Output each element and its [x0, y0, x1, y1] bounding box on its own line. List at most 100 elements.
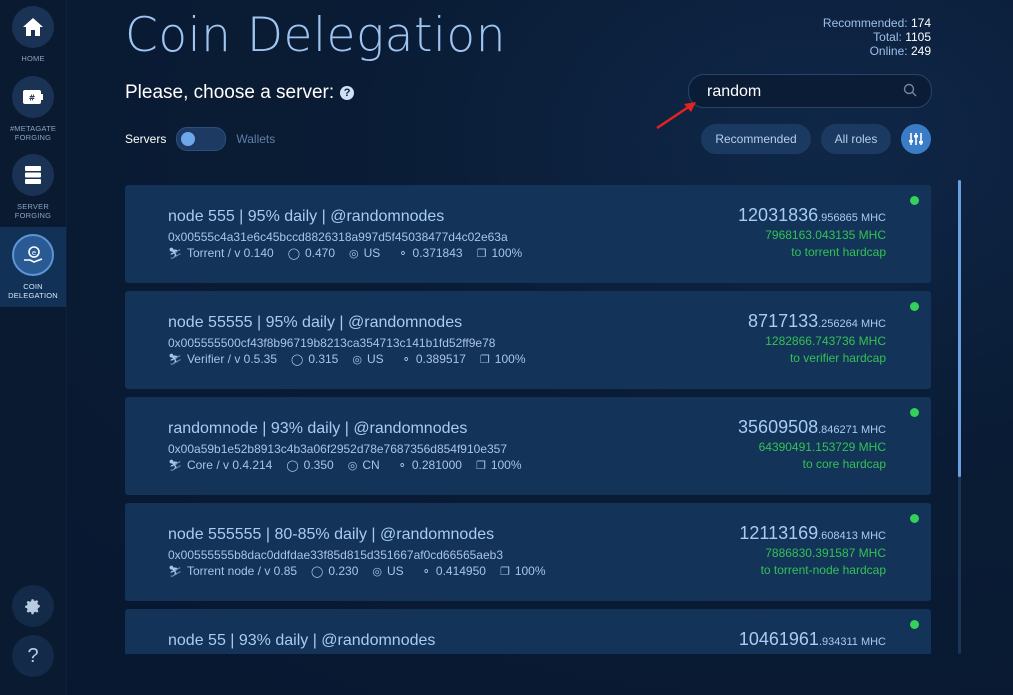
server-type: Torrent / v 0.140	[186, 246, 274, 260]
delegated-amount-int: 12113169	[739, 523, 819, 543]
server-uptime: 100%	[514, 564, 546, 578]
server-type: Torrent node / v 0.85	[186, 564, 298, 578]
uptime-icon: ❐	[475, 459, 486, 472]
server-name: node 55555 | 95% daily | @randomnodes	[168, 314, 463, 331]
svg-text:e: e	[32, 249, 36, 257]
globe-icon: ◎	[349, 247, 359, 260]
delegated-amount-frac: .956865 MHC	[818, 212, 886, 224]
server-card[interactable]: node 55 | 93% daily | @randomnodes 10461…	[125, 609, 931, 654]
server-ping: 0.371843	[412, 246, 463, 260]
uptime-icon: ❐	[499, 565, 510, 578]
list-scrollbar-thumb[interactable]	[958, 180, 961, 477]
search-icon[interactable]	[903, 83, 917, 97]
network-icon: ⛷	[168, 247, 182, 260]
server-country: US	[363, 246, 381, 260]
search-input[interactable]	[705, 81, 894, 103]
piggy-bank-icon: ⚬	[398, 247, 408, 260]
hardcap-amount: 1282866.743736 MHC	[765, 334, 886, 348]
network-icon: ⛷	[168, 353, 182, 366]
hardcap-label: to verifier hardcap	[789, 351, 886, 365]
shield-icon: ◯	[291, 353, 304, 366]
server-card[interactable]: node 55555 | 95% daily | @randomnodes 0x…	[125, 291, 931, 389]
settings-button[interactable]	[12, 585, 54, 627]
filter-settings-button[interactable]	[901, 124, 931, 154]
choose-server-heading: Please, choose a server:	[125, 82, 335, 103]
total-label: Total:	[873, 30, 902, 44]
online-label: Online:	[869, 44, 908, 58]
home-icon	[12, 6, 54, 48]
sidebar-item-label-2: FORGING	[14, 211, 52, 220]
server-address: 0x00555c4a31e6c45bccd8826318a997d5f45038…	[168, 230, 508, 244]
sidebar-item-label-2: FORGING	[14, 133, 52, 142]
servers-label[interactable]: Servers	[125, 132, 167, 146]
online-status-dot	[910, 620, 919, 629]
server-ping: 0.281000	[411, 458, 462, 472]
delegated-amount-frac: .608413 MHC	[818, 530, 886, 542]
online-count: 249	[910, 44, 931, 58]
sidebar-item-label: SERVER	[17, 202, 49, 211]
sidebar-item-label: HOME	[21, 54, 45, 63]
server-type: Verifier / v 0.5.35	[186, 352, 278, 366]
shield-icon: ◯	[311, 565, 324, 578]
uptime-icon: ❐	[476, 247, 487, 260]
coin-hand-icon: e	[12, 234, 54, 276]
globe-icon: ◎	[347, 459, 358, 472]
hardcap-amount: 64390491.153729 MHC	[758, 440, 886, 454]
server-card[interactable]: node 555 | 95% daily | @randomnodes 0x00…	[125, 185, 931, 283]
sidebar-item-coin-delegation[interactable]: e COIN DELEGATION	[0, 227, 66, 307]
sliders-icon	[909, 133, 923, 145]
server-name: node 555 | 95% daily | @randomnodes	[168, 208, 445, 225]
server-address: 0x005555500cf43f8b96719b8213ca354713c141…	[168, 336, 496, 350]
uptime-icon: ❐	[479, 353, 490, 366]
sidebar-item-server-forging[interactable]: SERVER FORGING	[0, 154, 66, 220]
help-button[interactable]: ?	[12, 635, 54, 677]
sidebar-item-metagate-forging[interactable]: # #METAGATE FORGING	[0, 76, 66, 142]
delegated-amount-int: 35609508	[738, 417, 819, 437]
server-uptime: 100%	[490, 458, 522, 472]
sidebar-item-label-2: DELEGATION	[8, 291, 58, 300]
shield-icon: ◯	[287, 247, 300, 260]
sidebar-item-label: #METAGATE	[9, 124, 57, 133]
recommended-label: Recommended:	[822, 16, 908, 30]
server-type: Core / v 0.4.214	[186, 458, 273, 472]
server-uptime: 100%	[494, 352, 526, 366]
all-roles-filter-button[interactable]: All roles	[821, 124, 891, 154]
question-icon[interactable]: ?	[340, 86, 355, 100]
svg-text:#: #	[29, 94, 36, 103]
sidebar-item-home[interactable]: HOME	[0, 6, 66, 63]
online-status-dot	[910, 408, 919, 417]
online-status-dot	[910, 302, 919, 311]
server-card[interactable]: node 555555 | 80-85% daily | @randomnode…	[125, 503, 931, 601]
server-name: node 55 | 93% daily | @randomnodes	[168, 632, 436, 649]
toggle-switch[interactable]	[176, 127, 227, 151]
server-country: CN	[362, 458, 380, 472]
toggle-knob	[181, 132, 196, 146]
server-card[interactable]: randomnode | 93% daily | @randomnodes 0x…	[125, 397, 931, 495]
piggy-bank-icon: ⚬	[421, 565, 431, 578]
server-address: 0x00a59b1e52b8913c4b3a06f2952d78e7687356…	[168, 442, 508, 456]
delegated-amount-frac: .934311 MHC	[818, 636, 886, 648]
globe-icon: ◎	[352, 353, 362, 366]
server-ping: 0.389517	[415, 352, 466, 366]
server-name: node 555555 | 80-85% daily | @randomnode…	[168, 526, 495, 543]
server-icon	[12, 154, 54, 196]
total-count: 1105	[905, 30, 931, 44]
recommended-filter-button[interactable]: Recommended	[701, 124, 811, 154]
delegated-amount-int: 12031836	[738, 205, 819, 225]
delegated-amount-int: 10461961	[738, 629, 819, 649]
piggy-bank-icon: ⚬	[397, 459, 407, 472]
wallets-label[interactable]: Wallets	[236, 132, 276, 146]
delegated-amount-frac: .256264 MHC	[818, 318, 886, 330]
globe-icon: ◎	[372, 565, 382, 578]
network-icon: ⛷	[168, 565, 182, 578]
server-stats: Recommended: 174 Total: 1105 Online: 249	[823, 16, 931, 58]
sidebar: HOME # #METAGATE FORGING SERVER FORGING e …	[0, 0, 67, 695]
shield-icon: ◯	[286, 459, 299, 472]
search-box[interactable]	[688, 74, 932, 108]
sidebar-item-label: COIN	[23, 282, 43, 291]
piggy-bank-icon: ⚬	[401, 353, 411, 366]
server-country: US	[366, 352, 384, 366]
server-list: node 555 | 95% daily | @randomnodes 0x00…	[125, 185, 931, 654]
server-trust: 0.315	[308, 352, 339, 366]
server-name: randomnode | 93% daily | @randomnodes	[168, 420, 468, 437]
